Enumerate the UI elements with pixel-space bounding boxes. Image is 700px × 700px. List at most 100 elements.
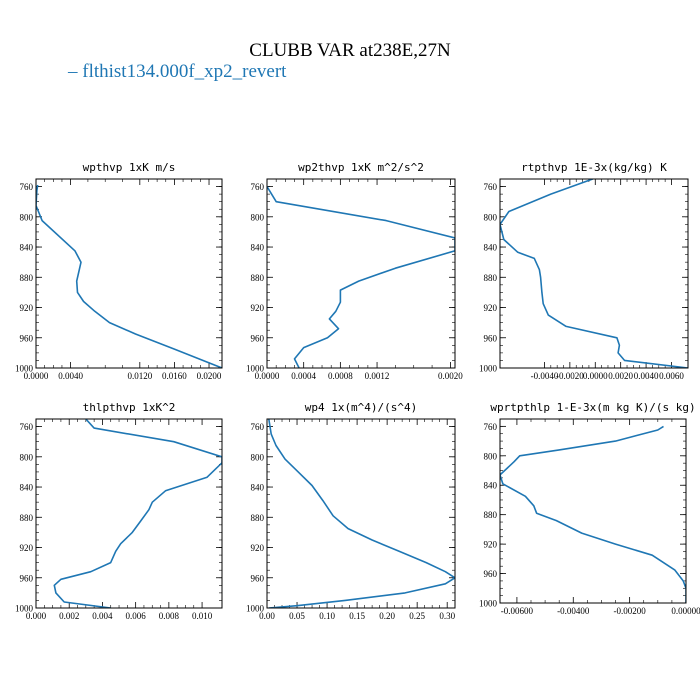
plot-frame [35, 178, 223, 369]
y-tick-label: 960 [484, 333, 498, 343]
y-tick-label: 760 [20, 422, 34, 432]
y-tick-label: 800 [20, 452, 34, 462]
chart-panel: wp4 1x(m^4)/(s^4)76080084088092096010000… [246, 401, 456, 621]
plot-frame [266, 418, 456, 609]
x-tick-label: 0.00 [259, 611, 275, 621]
y-tick-label: 960 [484, 569, 498, 579]
y-tick-label: 1000 [479, 364, 498, 374]
panel-title: thlpthvp 1xK^2 [83, 401, 176, 414]
x-tick-label: 0.0120 [127, 371, 152, 381]
panel-title: wpthvp 1xK m/s [83, 161, 176, 174]
x-tick-label: -0.00600 [501, 606, 534, 616]
y-tick-label: 800 [484, 451, 498, 461]
y-tick-label: 880 [251, 513, 265, 523]
x-tick-label: 0.30 [439, 611, 455, 621]
x-tick-label: 0.0160 [162, 371, 187, 381]
y-tick-label: 920 [484, 540, 498, 550]
chart-panel: wprtpthlp 1-E-3x(m kg K)/(s kg) 760 800 840… [479, 401, 700, 616]
x-tick-label: -0.0040 [531, 371, 559, 381]
x-tick-label: 0.10 [319, 611, 335, 621]
y-tick-label: 1000 [15, 364, 34, 374]
y-tick-label: 760 [484, 422, 498, 432]
figure-legend: – flthist134.000f_xp2_revert [67, 61, 287, 82]
panel-grid: wpthvp 1xK m/s76080084088092096010000.00… [15, 161, 700, 621]
panel-title: wp4 1x(m^4)/(s^4) [305, 401, 418, 414]
series-line [267, 186, 455, 368]
series-line [500, 179, 688, 368]
x-tick-label: 0.002 [59, 611, 79, 621]
y-tick-label: 840 [484, 481, 498, 491]
plot-frame [499, 418, 687, 604]
legend-dash-icon: – [67, 61, 82, 82]
y-tick-label: 880 [251, 273, 265, 283]
y-tick-label: 760 [251, 422, 265, 432]
y-tick-label: 800 [251, 212, 265, 222]
legend-label: flthist134.000f_xp2_revert [82, 61, 287, 82]
y-tick-label: 760 [20, 182, 34, 192]
x-tick-label: 0.0020 [438, 371, 463, 381]
x-tick-label: 0.0012 [365, 371, 390, 381]
x-tick-label: 0.0000 [255, 371, 280, 381]
y-tick-label: 800 [20, 212, 34, 222]
chart-panel: thlpthvp 1xK^2 760 800 840 880 920 960 1000 0.00… [15, 401, 223, 621]
x-tick-label: 0.0000 [24, 371, 49, 381]
y-tick-label: 840 [20, 483, 34, 493]
x-tick-label: 0.0000 [583, 371, 608, 381]
y-tick-label: 960 [20, 573, 34, 583]
chart-panel: wp2thvp 1xK m^2/s^2 760 800 840 880 920 960 100… [246, 161, 463, 381]
y-tick-label: 800 [251, 452, 265, 462]
y-tick-label: 840 [251, 243, 265, 253]
panel-title: wp2thvp 1xK m^2/s^2 [298, 161, 424, 174]
x-tick-label: 0.25 [409, 611, 425, 621]
x-tick-label: 0.0004 [291, 371, 316, 381]
series-line [500, 425, 686, 603]
plot-frame [266, 178, 456, 369]
x-tick-label: 0.0040 [634, 371, 659, 381]
x-tick-label: 0.006 [126, 611, 147, 621]
x-tick-label: 0.010 [192, 611, 213, 621]
x-tick-label: 0.0020 [608, 371, 633, 381]
y-tick-label: 880 [20, 513, 34, 523]
x-tick-label: 0.0040 [58, 371, 83, 381]
y-tick-label: 880 [20, 273, 34, 283]
y-tick-label: 880 [484, 510, 498, 520]
legend-entry: – flthist134.000f_xp2_revert [67, 61, 287, 82]
y-tick-label: 920 [251, 543, 265, 553]
series-line [268, 419, 455, 608]
y-tick-label: 760 [484, 182, 498, 192]
x-tick-label: 0.0008 [328, 371, 353, 381]
x-tick-label: 0.20 [379, 611, 395, 621]
x-tick-label: 0.00000 [671, 606, 700, 616]
x-tick-label: 0.004 [92, 611, 113, 621]
plot-frame [499, 178, 689, 369]
y-tick-label: 760 [251, 182, 265, 192]
y-tick-label: 960 [251, 573, 265, 583]
y-tick-label: 920 [20, 303, 34, 313]
y-tick-label: 840 [484, 243, 498, 253]
chart-panel: rtpthvp 1E-3x(kg/kg) K 760 800 840 880 920 960… [479, 161, 689, 381]
x-tick-label: -0.00200 [614, 606, 647, 616]
y-tick-label: 920 [484, 303, 498, 313]
x-tick-label: 0.15 [349, 611, 365, 621]
y-tick-label: 920 [20, 543, 34, 553]
y-tick-label: 920 [251, 303, 265, 313]
plot-frame [35, 418, 223, 609]
chart-panel: wpthvp 1xK m/s76080084088092096010000.00… [15, 161, 223, 381]
figure-title: CLUBB VAR at238E,27N [249, 40, 451, 61]
y-tick-label: 1000 [246, 364, 265, 374]
x-tick-label: 0.0200 [197, 371, 222, 381]
x-tick-label: 0.05 [289, 611, 305, 621]
x-tick-label: -0.00400 [557, 606, 590, 616]
y-tick-label: 840 [20, 243, 34, 253]
x-tick-label: 0.0060 [659, 371, 684, 381]
y-tick-label: 1000 [15, 604, 34, 614]
x-tick-label: -0.0020 [556, 371, 584, 381]
y-tick-label: 1000 [246, 604, 265, 614]
panel-title: wprtpthlp 1-E-3x(m kg K)/(s kg) [490, 401, 695, 414]
y-tick-label: 960 [251, 333, 265, 343]
y-tick-label: 840 [251, 483, 265, 493]
y-tick-label: 960 [20, 333, 34, 343]
y-tick-label: 1000 [479, 599, 498, 609]
x-tick-label: 0.008 [159, 611, 180, 621]
